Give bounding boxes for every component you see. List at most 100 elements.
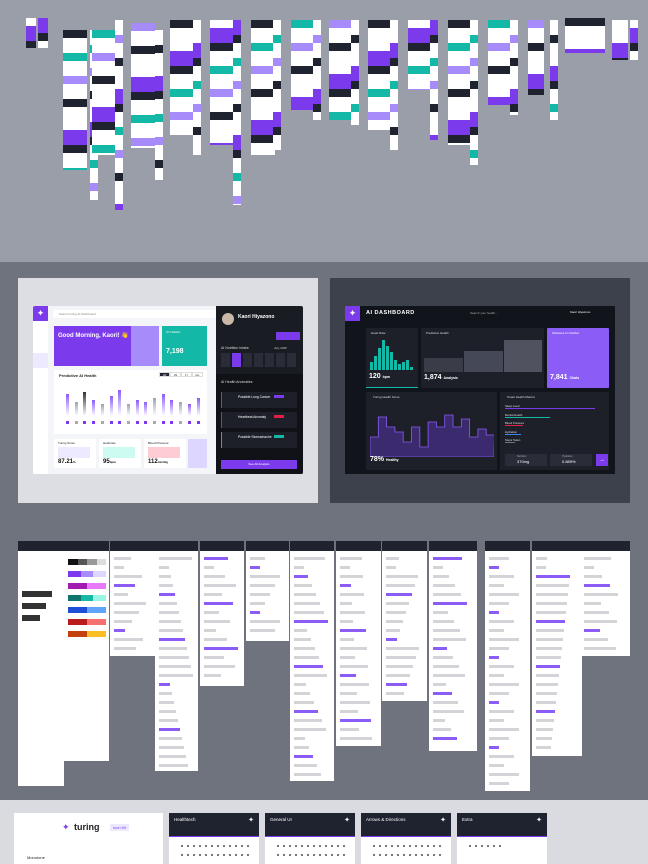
screen-thumbnail[interactable] [233, 20, 241, 205]
wellness-chatbot-card[interactable]: Wellness AI Chatbot 7,841 Chats [547, 328, 609, 388]
screen-thumbnail[interactable] [351, 20, 359, 125]
anomaly-badge [274, 395, 284, 398]
design-system-sheet[interactable] [429, 541, 477, 751]
icon-glyph [319, 845, 321, 847]
icon-set-card[interactable]: General UI ✦ [265, 813, 355, 864]
screen-thumbnail[interactable] [390, 20, 398, 150]
design-system-sheet[interactable] [155, 541, 198, 771]
chart-marker [100, 421, 104, 424]
anomaly-item[interactable]: Possible Stomachache [221, 432, 297, 448]
see-all-analysis-button[interactable]: See All Analysis [221, 460, 297, 469]
screen-thumbnail[interactable] [488, 20, 512, 105]
screen-thumbnail[interactable] [313, 20, 321, 120]
day-cell[interactable] [254, 353, 263, 367]
screen-thumbnail[interactable] [210, 20, 234, 145]
icon-glyph [475, 845, 477, 847]
screen-thumbnail[interactable] [170, 20, 194, 135]
icon-glyph [289, 854, 291, 856]
user-menu[interactable]: Kaori Hiyazono [570, 310, 591, 314]
day-cell[interactable] [243, 353, 252, 367]
icon-glyph [301, 845, 303, 847]
chart-bar [187, 404, 191, 416]
design-system-sheet[interactable] [64, 541, 109, 761]
icon-set-card[interactable]: Extra ✦ [457, 813, 547, 864]
icon-glyph [193, 854, 195, 856]
design-system-sheet[interactable] [382, 541, 427, 701]
screen-thumbnail[interactable] [470, 20, 478, 165]
chart-marker [196, 421, 200, 424]
design-system-sheet[interactable] [580, 541, 630, 656]
design-system-sheet[interactable] [290, 541, 334, 781]
screen-thumbnail[interactable] [510, 20, 518, 115]
screen-thumbnail[interactable] [115, 20, 123, 210]
screen-thumbnail[interactable] [251, 20, 275, 155]
icon-glyph [481, 845, 483, 847]
sidebar-item-dashboard[interactable] [33, 353, 48, 368]
heart-rate-bar [402, 362, 405, 370]
screen-thumbnail[interactable] [26, 18, 36, 48]
screen-thumbnail[interactable] [630, 20, 638, 60]
range-tab[interactable]: 1W [159, 372, 170, 377]
chart-bar [83, 392, 87, 416]
design-system-sheet[interactable] [485, 541, 530, 791]
screen-thumbnail[interactable] [329, 20, 353, 120]
logo-icon: ✦ [33, 306, 48, 321]
design-system-sheet[interactable] [246, 541, 289, 641]
screen-thumbnail[interactable] [38, 18, 48, 48]
design-system-sheet[interactable] [110, 541, 155, 656]
add-widget-button[interactable] [188, 439, 207, 468]
icon-glyph [205, 854, 207, 856]
screen-thumbnail[interactable] [612, 20, 628, 60]
screen-thumbnail[interactable] [273, 20, 281, 150]
color-swatch [68, 559, 78, 565]
heart-rate-bar [398, 364, 401, 370]
icon-glyph [193, 845, 195, 847]
anomaly-item[interactable]: Possible Lung Cancer [221, 392, 297, 408]
brand-name: turing [74, 822, 100, 832]
icon-glyph [325, 854, 327, 856]
screen-thumbnail[interactable] [131, 23, 155, 148]
screen-thumbnail[interactable] [565, 18, 605, 53]
anomaly-item[interactable]: Heartbeat Anomaly [221, 412, 297, 428]
design-system-sheet[interactable] [200, 541, 244, 686]
range-tab[interactable]: ALL [192, 372, 203, 377]
arrow-right-button[interactable]: → [596, 454, 608, 466]
screen-thumbnail[interactable] [92, 30, 116, 155]
ai-chatbot-card[interactable]: AI Chatbot 7,198 [162, 326, 207, 366]
day-cell[interactable] [287, 353, 296, 367]
search-input[interactable]: Search turing AI Dashboard [53, 310, 233, 318]
screen-thumbnail[interactable] [430, 20, 438, 140]
month-selector[interactable]: July 2025 [274, 346, 287, 350]
screen-thumbnail[interactable] [550, 20, 558, 120]
screen-thumbnail[interactable] [368, 20, 392, 130]
chart-marker [144, 421, 148, 424]
logo-icon: ✦ [345, 306, 360, 321]
day-cell[interactable] [265, 353, 274, 367]
day-cell[interactable] [221, 353, 230, 367]
icon-set-card[interactable]: Arrows & Directions ✦ [361, 813, 451, 864]
nutrition-title: AI Nutrition Intake [221, 346, 249, 350]
screen-thumbnail[interactable] [528, 20, 544, 95]
day-cell[interactable] [276, 353, 285, 367]
search-input[interactable]: Search your health... [470, 311, 498, 315]
design-system-sheet[interactable] [532, 541, 582, 756]
screen-thumbnail[interactable] [193, 20, 201, 155]
color-swatch [68, 631, 87, 637]
icon-glyph [301, 854, 303, 856]
color-swatch [87, 607, 106, 613]
range-tab[interactable]: 1Y [181, 372, 192, 377]
screen-thumbnail[interactable] [291, 20, 315, 110]
screen-thumbnail[interactable] [155, 30, 163, 180]
icon-set-card[interactable]: Healthtech ✦ [169, 813, 259, 864]
color-swatch [87, 631, 106, 637]
screen-thumbnail[interactable] [408, 20, 432, 90]
icon-glyph [385, 845, 387, 847]
screen-thumbnail[interactable] [63, 30, 87, 170]
design-system-sheet[interactable] [336, 541, 381, 746]
day-cell[interactable] [232, 353, 241, 367]
range-tab[interactable]: 1M [170, 372, 181, 377]
design-system-sheet[interactable] [18, 541, 64, 786]
screen-thumbnail[interactable] [448, 20, 472, 145]
heart-rate-bar [382, 340, 385, 370]
chart-bar [170, 400, 174, 416]
